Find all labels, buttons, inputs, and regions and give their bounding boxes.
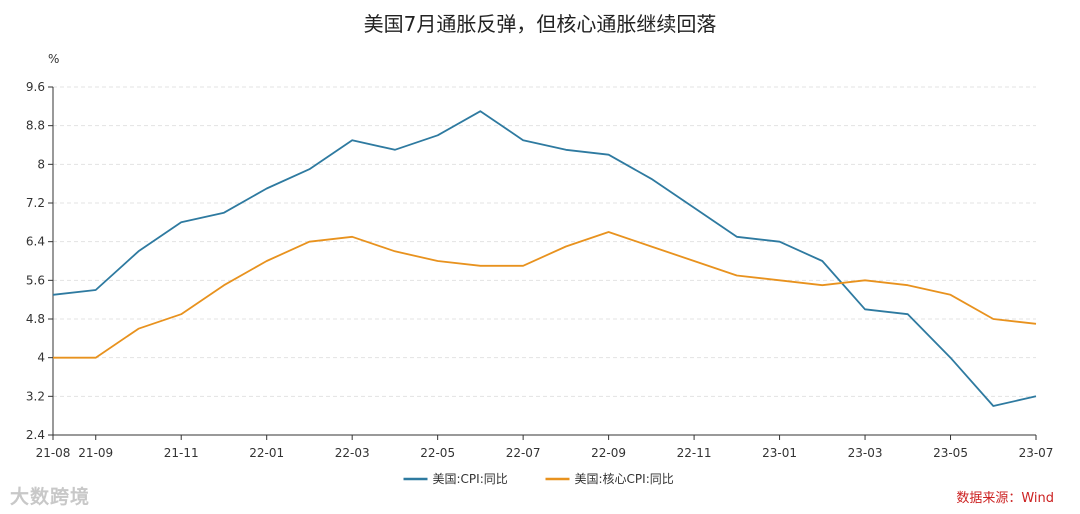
x-tick-label: 22-11 (677, 446, 712, 460)
legend-label: 美国:核心CPI:同比 (575, 472, 674, 486)
grid-lines (53, 86, 1036, 397)
legend: 美国:CPI:同比 美国:核心CPI:同比 (403, 472, 674, 486)
x-tick-label: 21-09 (78, 446, 113, 460)
y-axis-unit: % (48, 52, 59, 66)
x-tick-label: 23-03 (848, 446, 883, 460)
chart-title: 美国7月通胀反弹，但核心通胀继续回落 (363, 12, 717, 36)
watermark-logo: 大数跨境 (10, 486, 91, 508)
y-tick-label: 6.4 (26, 235, 45, 249)
x-tick-label: 23-01 (762, 446, 797, 460)
y-tick-label: 5.6 (26, 273, 45, 287)
x-tick-label: 22-09 (591, 446, 626, 460)
y-tick-label: 3.2 (26, 389, 45, 403)
x-tick-label: 21-08 (36, 446, 71, 460)
series-line-1 (52, 110, 1037, 407)
x-tick-label: 23-07 (1019, 446, 1054, 460)
x-tick-label: 22-07 (506, 446, 541, 460)
y-tick-label: 8 (37, 157, 45, 171)
x-tick-label: 23-05 (933, 446, 968, 460)
x-tick-label: 22-01 (249, 446, 284, 460)
y-tick-label: 4.8 (26, 312, 45, 326)
y-tick-label: 4 (37, 351, 45, 365)
y-tick-label: 8.8 (26, 119, 45, 133)
y-tick-label: 9.6 (26, 80, 45, 94)
x-tick-label: 22-05 (420, 446, 455, 460)
y-tick-label: 2.4 (26, 428, 45, 442)
y-tick-label: 7.2 (26, 196, 45, 210)
axes: 9.6 8.8 8 7.2 6.4 5.6 4.8 4 3.2 2.4% 21-08 21-09 21-… (26, 52, 1054, 460)
source-note: 数据来源：Wind (956, 491, 1054, 506)
series-lines (52, 110, 1037, 407)
x-tick-label: 22-03 (335, 446, 370, 460)
series-line-2 (53, 231, 1037, 359)
x-tick-label: 21-11 (164, 446, 199, 460)
legend-label: 美国:CPI:同比 (433, 472, 508, 486)
